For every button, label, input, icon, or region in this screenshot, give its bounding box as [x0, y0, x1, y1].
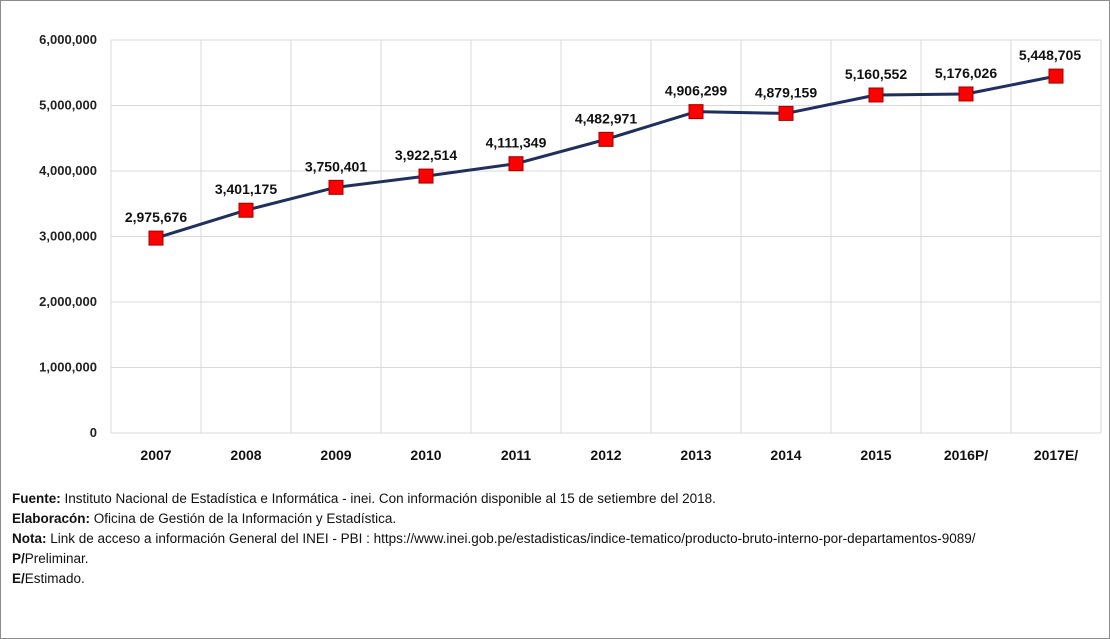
- data-label: 4,482,971: [575, 110, 637, 126]
- estimated-text: Estimado.: [24, 571, 85, 586]
- y-tick-label: 1,000,000: [39, 360, 97, 375]
- data-point-marker: [148, 230, 164, 246]
- note-label: Nota:: [12, 531, 47, 546]
- data-label: 3,401,175: [215, 181, 277, 197]
- data-label: 4,111,349: [486, 135, 547, 151]
- preliminary-text: Preliminar.: [24, 551, 89, 566]
- data-point-marker: [328, 179, 344, 195]
- elaboration-text: Oficina de Gestión de la Información y E…: [90, 511, 397, 526]
- data-point-marker: [868, 87, 884, 103]
- preliminary-note: P/Preliminar.: [12, 549, 1102, 569]
- data-point-marker: [418, 168, 434, 184]
- data-label: 4,879,159: [755, 84, 817, 100]
- y-tick-label: 5,000,000: [39, 98, 97, 113]
- data-label: 5,448,705: [1019, 47, 1081, 63]
- y-axis: 0 1,000,000 2,000,000 3,000,000 4,000,000 5,0…: [39, 32, 97, 440]
- y-tick-label: 2,000,000: [39, 294, 97, 309]
- data-point-marker: [508, 156, 524, 172]
- data-point-marker: [778, 105, 794, 121]
- line-chart: 0 1,000,000 2,000,000 3,000,000 4,000,000 5,0…: [39, 32, 1102, 463]
- data-labels: 2,975,676 3,401,175 3,750,401 3,922,514 4,11…: [125, 47, 1081, 225]
- x-tick-label: 2014: [770, 447, 801, 463]
- source-text: Instituto Nacional de Estadística e Info…: [60, 491, 716, 506]
- data-point-marker: [238, 202, 254, 218]
- preliminary-label: P/: [12, 551, 25, 566]
- x-tick-label: 2015: [860, 447, 891, 463]
- note-text: Link de acceso a información General del…: [46, 531, 976, 546]
- data-label: 2,975,676: [125, 209, 187, 225]
- x-tick-label: 2010: [410, 447, 441, 463]
- x-tick-label: 2017E/: [1034, 447, 1078, 463]
- x-tick-label: 2011: [501, 447, 532, 463]
- data-point-marker: [958, 86, 974, 102]
- data-label: 3,750,401: [305, 158, 367, 174]
- data-label: 5,160,552: [845, 66, 907, 82]
- link-note: Nota: Link de acceso a información Gener…: [12, 529, 1102, 549]
- estimated-label: E/: [12, 571, 25, 586]
- x-tick-label: 2007: [140, 447, 171, 463]
- elaboration-label: Elaboracón:: [12, 511, 91, 526]
- source-label: Fuente:: [12, 491, 61, 506]
- estimated-note: E/Estimado.: [12, 569, 1102, 589]
- x-tick-label: 2012: [590, 447, 621, 463]
- x-tick-label: 2009: [320, 447, 351, 463]
- data-point-marker: [598, 131, 614, 147]
- x-tick-label: 2016P/: [944, 447, 988, 463]
- chart-notes: Fuente: Instituto Nacional de Estadístic…: [12, 489, 1102, 589]
- y-tick-label: 0: [90, 425, 97, 440]
- y-tick-label: 3,000,000: [39, 229, 97, 244]
- elaboration-note: Elaboracón: Oficina de Gestión de la Inf…: [12, 509, 1102, 529]
- y-tick-label: 6,000,000: [39, 32, 97, 47]
- data-markers: [148, 68, 1064, 246]
- grid-lines: [110, 39, 1102, 434]
- x-tick-label: 2008: [230, 447, 261, 463]
- data-point-marker: [1048, 68, 1064, 84]
- x-tick-label: 2013: [680, 447, 711, 463]
- source-note: Fuente: Instituto Nacional de Estadístic…: [12, 489, 1102, 509]
- y-tick-label: 4,000,000: [39, 163, 97, 178]
- x-axis: 2007 2008 2009 2010 2011 2012 2013 2014 2015 2016…: [140, 447, 1078, 463]
- data-label: 4,906,299: [665, 83, 727, 99]
- data-label: 5,176,026: [935, 65, 997, 81]
- data-point-marker: [688, 104, 704, 120]
- data-label: 3,922,514: [395, 147, 457, 163]
